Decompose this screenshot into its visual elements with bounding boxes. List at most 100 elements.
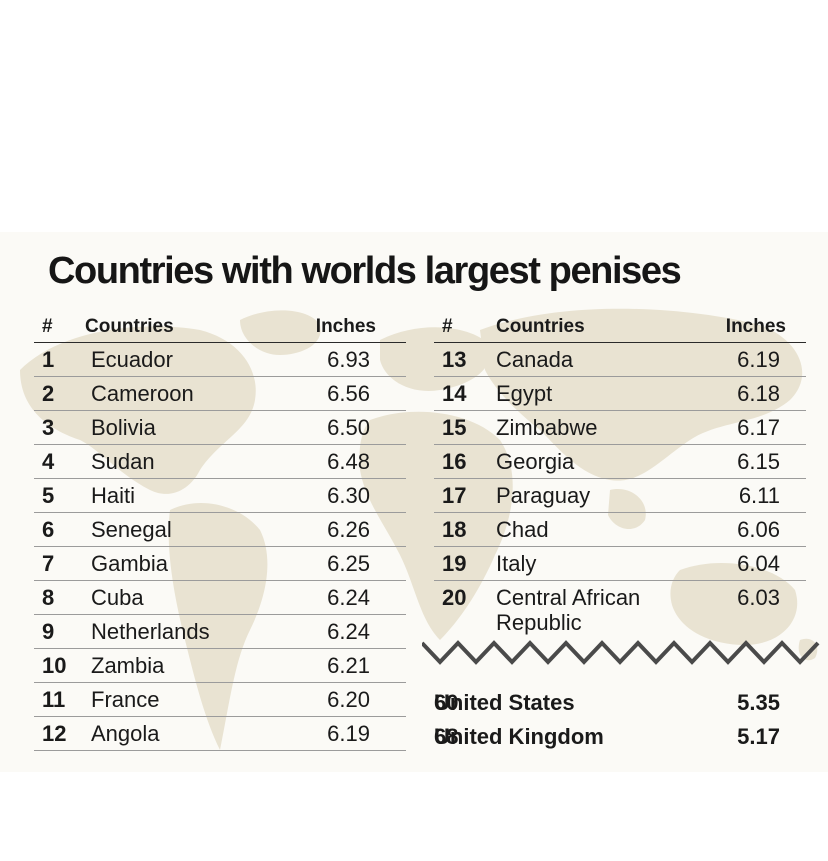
inches-cell: 6.15 (737, 449, 780, 474)
rank-cell: 18 (442, 517, 467, 542)
rank-cell: 9 (42, 619, 55, 644)
rank-cell: 5 (42, 483, 55, 508)
inches-cell: 6.30 (327, 483, 370, 508)
inches-cell: 6.20 (327, 687, 370, 712)
rank-cell: 12 (42, 721, 67, 746)
table-row: 2 Cameroon 6.56 (34, 377, 406, 411)
country-cell: Canada (496, 347, 574, 372)
rank-cell: 15 (442, 415, 467, 440)
rank-cell: 7 (42, 551, 55, 576)
zigzag-divider (422, 640, 820, 665)
inches-cell: 6.56 (327, 381, 370, 406)
table-row: 10 Zambia 6.21 (34, 649, 406, 683)
rank-cell: 3 (42, 415, 55, 440)
ranking-table-right: # Countries Inches 13 Canada 6.19 14 Egypt 6.… (434, 310, 806, 643)
header-inches: Inches (725, 316, 786, 337)
table-row: 20 Central African Republic 6.03 (434, 581, 806, 643)
inches-cell: 6.04 (737, 551, 780, 576)
rank-cell: 13 (442, 347, 467, 372)
table-row: 60 United States 5.35 (434, 686, 806, 720)
ranking-table-left: # Countries Inches 1 Ecuador 6.93 2 Cameroon… (34, 310, 406, 751)
table-row: 14 Egypt 6.18 (434, 377, 806, 411)
table-row: 6 Senegal 6.26 (34, 513, 406, 547)
country-cell: United Kingdom (434, 724, 604, 749)
rank-cell: 4 (42, 449, 55, 474)
table-row: 8 Cuba 6.24 (34, 581, 406, 615)
country-cell: Haiti (91, 483, 136, 508)
inches-cell: 6.18 (737, 381, 780, 406)
inches-cell: 6.03 (737, 585, 780, 610)
inches-cell: 6.21 (327, 653, 370, 678)
table-row: 12 Angola 6.19 (34, 717, 406, 751)
country-cell: Sudan (91, 449, 155, 474)
country-cell: Bolivia (91, 415, 156, 440)
header-rank: # (442, 316, 453, 337)
table-row: 19 Italy 6.04 (434, 547, 806, 581)
rank-cell: 68 (434, 724, 459, 749)
country-cell: Zambia (91, 653, 165, 678)
rank-cell: 16 (442, 449, 467, 474)
table-header: # Countries Inches (34, 310, 406, 343)
country-cell: Chad (496, 517, 549, 542)
rank-cell: 20 (442, 585, 467, 610)
country-cell: Netherlands (91, 619, 210, 644)
rank-cell: 1 (42, 347, 55, 372)
rank-cell: 17 (442, 483, 467, 508)
header-inches: Inches (315, 316, 376, 337)
country-cell: Senegal (91, 517, 172, 542)
header-country: Countries (496, 316, 585, 337)
inches-cell: 6.11 (738, 483, 780, 508)
country-cell: Cuba (91, 585, 144, 610)
inches-cell: 6.24 (327, 585, 370, 610)
table-row: 11 France 6.20 (34, 683, 406, 717)
inches-cell: 6.19 (327, 721, 370, 746)
inches-cell: 6.50 (327, 415, 370, 440)
table-row: 3 Bolivia 6.50 (34, 411, 406, 445)
rank-cell: 10 (42, 653, 67, 678)
inches-cell: 6.26 (327, 517, 370, 542)
rank-cell: 60 (434, 690, 459, 715)
country-cell: Central African Republic (496, 585, 641, 635)
country-cell: Gambia (91, 551, 169, 576)
inches-cell: 5.35 (737, 690, 780, 715)
table-row: 68 United Kingdom 5.17 (434, 720, 806, 754)
inches-cell: 5.17 (737, 724, 780, 749)
table-row: 5 Haiti 6.30 (34, 479, 406, 513)
rank-cell: 11 (42, 687, 66, 712)
inches-cell: 6.25 (327, 551, 370, 576)
rank-cell: 19 (442, 551, 467, 576)
country-cell: Zimbabwe (496, 415, 598, 440)
table-row: 9 Netherlands 6.24 (34, 615, 406, 649)
table-row: 7 Gambia 6.25 (34, 547, 406, 581)
country-cell: United States (434, 690, 575, 715)
country-cell: Cameroon (91, 381, 194, 406)
inches-cell: 6.48 (327, 449, 370, 474)
table-row: 16 Georgia 6.15 (434, 445, 806, 479)
rank-cell: 6 (42, 517, 55, 542)
table-row: 1 Ecuador 6.93 (34, 343, 406, 377)
table-body: 60 United States 5.35 68 United Kingdom 5.17 (434, 686, 806, 754)
inches-cell: 6.19 (737, 347, 780, 372)
inches-cell: 6.93 (327, 347, 370, 372)
country-cell: France (91, 687, 160, 712)
country-cell: Egypt (496, 381, 553, 406)
table-row: 18 Chad 6.06 (434, 513, 806, 547)
header-rank: # (42, 316, 53, 337)
table-row: 17 Paraguay 6.11 (434, 479, 806, 513)
inches-cell: 6.24 (327, 619, 370, 644)
rank-cell: 2 (42, 381, 55, 406)
table-body: 13 Canada 6.19 14 Egypt 6.18 15 Zimbabwe 6.17 16 G… (434, 343, 806, 643)
rank-cell: 8 (42, 585, 55, 610)
table-row: 13 Canada 6.19 (434, 343, 806, 377)
table-body: 1 Ecuador 6.93 2 Cameroon 6.56 3 Bolivia 6.50 4 Su… (34, 343, 406, 751)
rank-cell: 14 (442, 381, 467, 406)
table-row: 4 Sudan 6.48 (34, 445, 406, 479)
country-cell: Ecuador (91, 347, 173, 372)
page-title: Countries with worlds largest penises (48, 250, 682, 292)
country-cell: Paraguay (496, 483, 591, 508)
country-cell: Georgia (496, 449, 575, 474)
table-row: 15 Zimbabwe 6.17 (434, 411, 806, 445)
inches-cell: 6.06 (737, 517, 780, 542)
country-cell: Angola (91, 721, 160, 746)
table-header: # Countries Inches (434, 310, 806, 343)
